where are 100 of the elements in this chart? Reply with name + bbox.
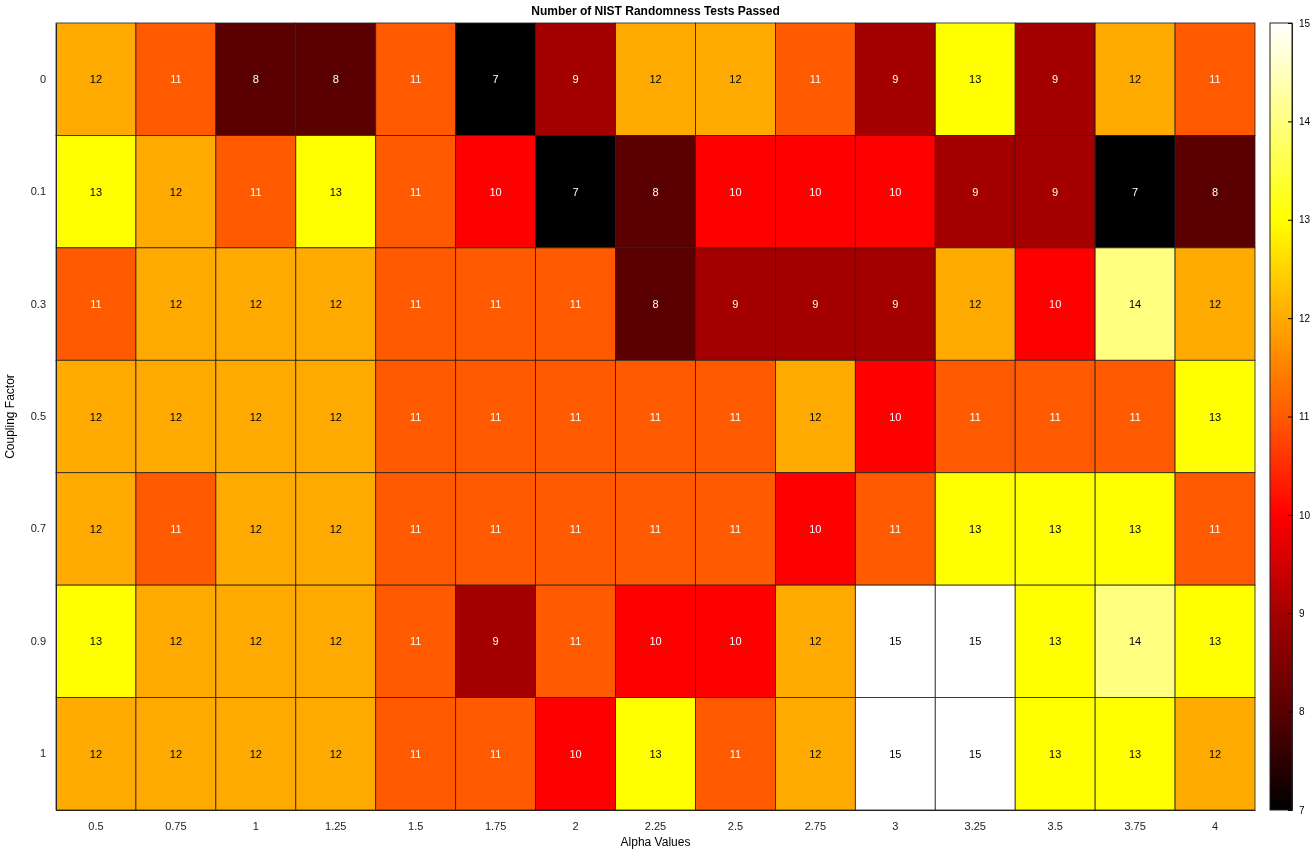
data-label: 13	[1049, 522, 1062, 535]
data-label: 11	[1209, 522, 1221, 535]
data-label: 11	[649, 522, 662, 535]
data-label: 9	[492, 635, 499, 648]
y-tick-label: 0.5	[30, 410, 46, 423]
color-bar-label: 12	[1299, 312, 1311, 324]
color-bar-label: 11	[1299, 411, 1310, 423]
x-tick-label: 3.25	[964, 819, 986, 832]
y-tick-label: 0	[39, 72, 46, 85]
chart-title: Number of NIST Randomness Tests Passed	[531, 4, 780, 18]
data-label: 11	[90, 298, 102, 311]
x-tick-label: 3.5	[1047, 819, 1063, 832]
data-label: 12	[809, 747, 822, 760]
data-label: 12	[969, 298, 982, 311]
data-label: 11	[489, 298, 502, 311]
data-label: 12	[329, 522, 342, 535]
x-tick-label: 3.75	[1124, 819, 1146, 832]
x-tick-label: 1.75	[484, 819, 507, 832]
y-tick-label: 0.7	[30, 522, 46, 535]
data-label: 14	[1128, 298, 1142, 311]
color-bar-label: 7	[1299, 804, 1305, 816]
data-label: 12	[89, 522, 103, 535]
data-label: 8	[1211, 185, 1219, 198]
data-label: 7	[572, 185, 579, 198]
data-label: 11	[569, 298, 582, 311]
data-label: 12	[249, 635, 262, 648]
color-bar-label: 13	[1299, 214, 1311, 226]
x-tick-label: 2.25	[644, 819, 667, 832]
color-bar-label: 8	[1299, 706, 1305, 718]
data-label: 11	[489, 747, 502, 760]
data-label: 11	[409, 522, 422, 535]
data-label: 9	[892, 73, 899, 86]
data-label: 13	[1049, 635, 1062, 648]
data-label: 12	[169, 747, 183, 760]
data-label: 11	[569, 522, 582, 535]
data-label: 11	[1129, 410, 1141, 423]
x-tick-label: 0.5	[88, 819, 104, 832]
data-label: 12	[169, 410, 183, 423]
data-label: 14	[1128, 635, 1142, 648]
data-label: 12	[729, 73, 742, 86]
data-label: 13	[969, 522, 982, 535]
data-label: 15	[889, 747, 902, 760]
x-tick-label: 2	[572, 819, 579, 832]
data-label: 11	[170, 73, 182, 86]
data-label: 12	[89, 73, 103, 86]
data-label: 10	[489, 185, 502, 198]
data-label: 11	[409, 635, 422, 648]
y-tick-label: 0.9	[30, 634, 46, 647]
x-tick-label: 4	[1211, 819, 1219, 832]
x-tick-label: 2.5	[727, 819, 744, 832]
data-label: 10	[569, 747, 582, 760]
data-label: 13	[649, 747, 662, 760]
data-label: 12	[809, 410, 822, 423]
data-label: 11	[170, 522, 182, 535]
color-bar-label: 15	[1299, 17, 1311, 29]
x-tick-label: 1.25	[325, 819, 347, 832]
data-label: 11	[409, 185, 422, 198]
data-label: 12	[249, 298, 262, 311]
data-label: 13	[89, 185, 103, 198]
data-label: 12	[329, 410, 342, 423]
data-label: 12	[329, 635, 342, 648]
data-label: 10	[889, 185, 902, 198]
data-label: 12	[1128, 73, 1142, 86]
data-label: 13	[329, 185, 342, 198]
data-label: 11	[409, 747, 422, 760]
data-label: 8	[252, 73, 259, 86]
color-bar-label: 14	[1299, 116, 1311, 128]
data-label: 12	[1208, 747, 1222, 760]
data-label: 11	[809, 73, 822, 86]
data-label: 13	[1208, 635, 1222, 648]
data-label: 7	[492, 73, 499, 86]
data-label: 10	[649, 635, 662, 648]
x-tick-label: 2.75	[804, 819, 827, 832]
data-label: 12	[1208, 298, 1222, 311]
data-label: 11	[250, 185, 262, 198]
data-label: 8	[652, 185, 659, 198]
data-label: 9	[732, 298, 739, 311]
data-label: 12	[249, 747, 262, 760]
data-label: 12	[649, 73, 662, 86]
data-label: 11	[409, 73, 422, 86]
x-tick-label: 1.5	[408, 819, 424, 832]
data-label: 9	[892, 298, 899, 311]
data-label: 10	[809, 185, 822, 198]
data-label: 8	[652, 298, 659, 311]
data-label: 12	[169, 298, 183, 311]
data-label: 13	[1049, 747, 1062, 760]
y-tick-label: 0.3	[30, 297, 46, 310]
data-label: 11	[489, 522, 502, 535]
data-label: 11	[729, 747, 742, 760]
data-label: 13	[1128, 747, 1142, 760]
data-label: 9	[1052, 73, 1059, 86]
data-label: 10	[729, 185, 742, 198]
color-bar-label: 10	[1299, 509, 1311, 521]
x-tick-label: 0.75	[165, 819, 187, 832]
data-label: 13	[969, 73, 982, 86]
data-label: 15	[969, 635, 982, 648]
data-label: 11	[409, 410, 422, 423]
data-label: 13	[1128, 522, 1142, 535]
data-label: 10	[1049, 298, 1062, 311]
y-axis-title: Coupling Factor	[3, 374, 17, 459]
